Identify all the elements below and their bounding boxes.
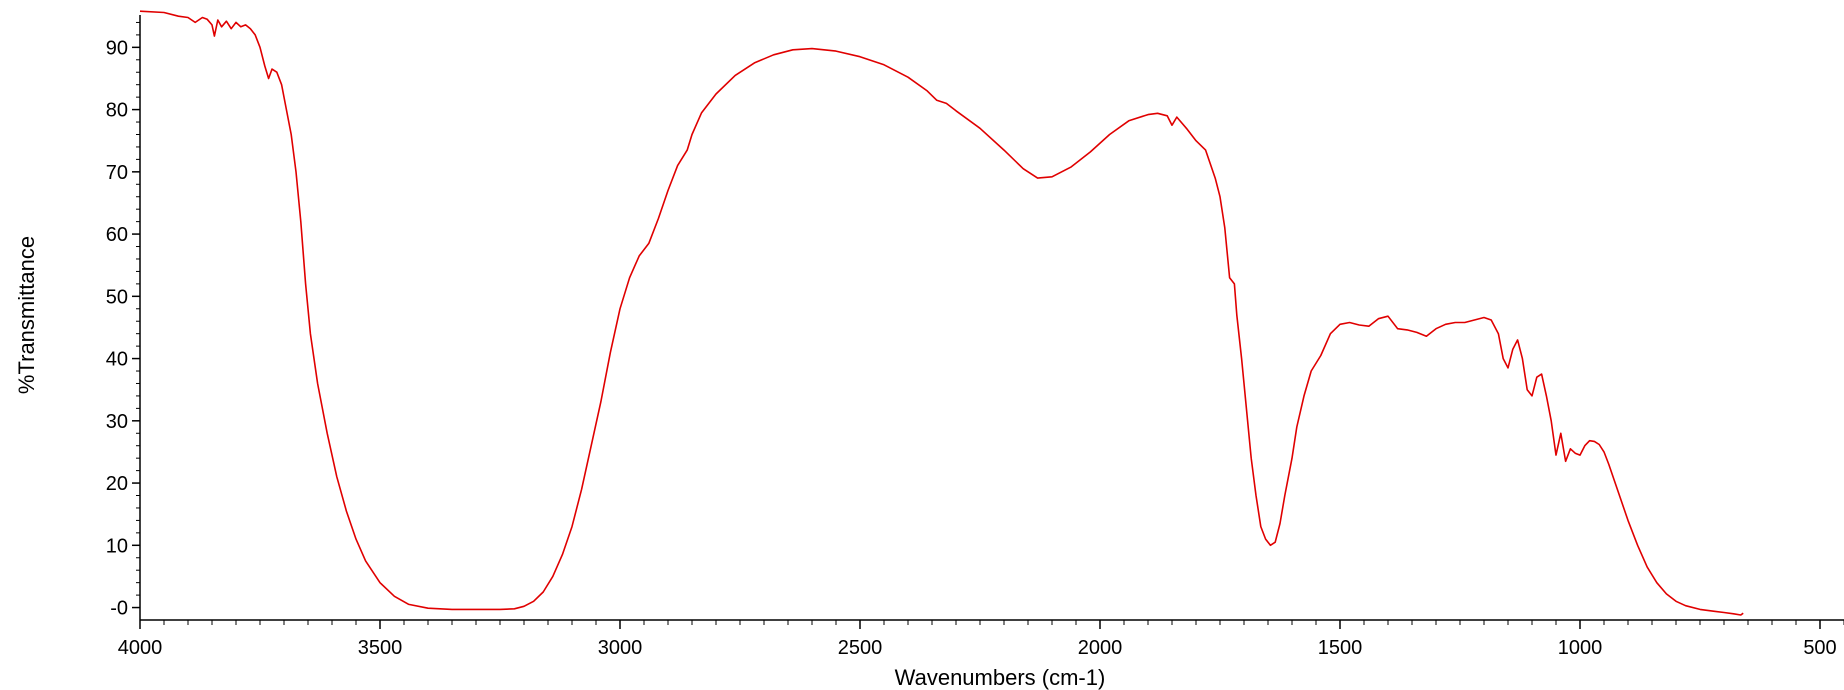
x-tick-label: 4000 xyxy=(118,637,163,659)
y-tick-label: 10 xyxy=(106,535,128,557)
y-tick-label: 90 xyxy=(106,37,128,59)
x-tick-label: 2000 xyxy=(1078,637,1123,659)
y-tick-label: 30 xyxy=(106,411,128,433)
y-tick-label: 50 xyxy=(106,286,128,308)
x-tick-label: 500 xyxy=(1803,637,1836,659)
y-tick-label: 70 xyxy=(106,162,128,184)
y-axis-title: %Transmittance xyxy=(14,236,39,394)
x-tick-label: 3000 xyxy=(598,637,643,659)
x-axis-title: Wavenumbers (cm-1) xyxy=(895,665,1106,690)
y-tick-label: 20 xyxy=(106,473,128,495)
x-tick-label: 2500 xyxy=(838,637,883,659)
x-tick-label: 1500 xyxy=(1318,637,1363,659)
x-tick-label: 1000 xyxy=(1558,637,1603,659)
y-axis-ticks: -0 10 20 30 40 50 60 70 80 90 xyxy=(106,21,140,620)
y-tick-label: 80 xyxy=(106,100,128,122)
y-tick-label: 60 xyxy=(106,224,128,246)
x-axis-ticks: 4000 3500 3000 2500 2000 1500 1000 500 xyxy=(118,620,1844,659)
y-tick-label: -0 xyxy=(110,598,128,620)
y-tick-label: 40 xyxy=(106,349,128,371)
x-tick-label: 3500 xyxy=(358,637,403,659)
spectrum-line xyxy=(139,10,1744,616)
